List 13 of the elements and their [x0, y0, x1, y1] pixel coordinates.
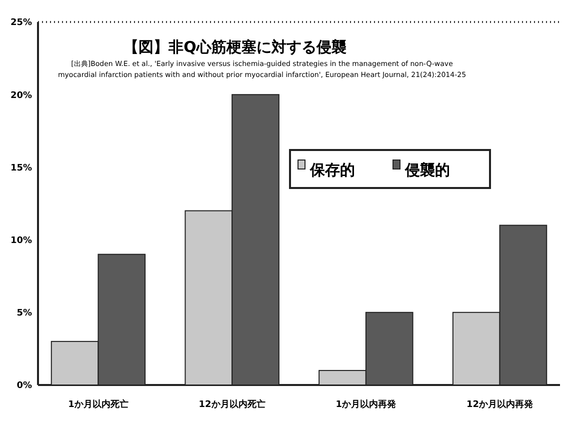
y-tick-label: 5% [16, 308, 32, 319]
x-tick-label: 12か月以内死亡 [198, 399, 266, 410]
y-tick-label: 0% [16, 381, 32, 392]
x-tick-label: 12か月以内再発 [466, 399, 534, 410]
x-tick-label: 1か月以内再発 [336, 399, 398, 410]
x-tick-label: 1か月以内死亡 [68, 399, 128, 410]
y-tick-label: 25% [10, 18, 32, 28]
legend-label: 保存的 [309, 161, 355, 179]
y-tick-label: 20% [10, 90, 32, 101]
text: 【図】非Q心筋梗塞に対する侵襲 [124, 38, 346, 56]
legend-label: 侵襲的 [404, 161, 450, 179]
y-tick-label: 15% [10, 163, 32, 174]
y-tick-label: 10% [10, 236, 32, 246]
